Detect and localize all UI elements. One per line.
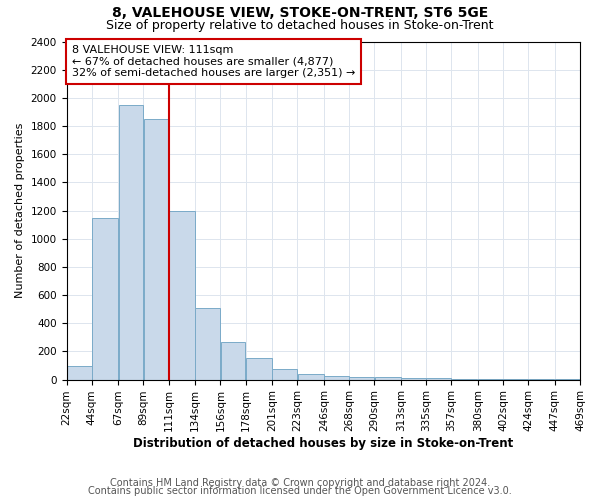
Bar [298, 374, 323, 380]
Text: Size of property relative to detached houses in Stoke-on-Trent: Size of property relative to detached ho… [106, 18, 494, 32]
Bar [67, 366, 92, 380]
Bar [503, 379, 528, 380]
Bar [196, 308, 220, 380]
Bar [246, 358, 272, 380]
Bar [427, 378, 451, 380]
Bar [349, 377, 374, 380]
Text: 8, VALEHOUSE VIEW, STOKE-ON-TRENT, ST6 5GE: 8, VALEHOUSE VIEW, STOKE-ON-TRENT, ST6 5… [112, 6, 488, 20]
X-axis label: Distribution of detached houses by size in Stoke-on-Trent: Distribution of detached houses by size … [133, 437, 514, 450]
Bar [401, 378, 426, 380]
Bar [119, 105, 143, 380]
Bar [221, 342, 245, 380]
Bar [272, 369, 297, 380]
Text: Contains HM Land Registry data © Crown copyright and database right 2024.: Contains HM Land Registry data © Crown c… [110, 478, 490, 488]
Bar [92, 218, 118, 380]
Bar [324, 376, 349, 380]
Y-axis label: Number of detached properties: Number of detached properties [15, 123, 25, 298]
Text: Contains public sector information licensed under the Open Government Licence v3: Contains public sector information licen… [88, 486, 512, 496]
Bar [452, 379, 478, 380]
Text: 8 VALEHOUSE VIEW: 111sqm
← 67% of detached houses are smaller (4,877)
32% of sem: 8 VALEHOUSE VIEW: 111sqm ← 67% of detach… [71, 45, 355, 78]
Bar [169, 210, 195, 380]
Bar [374, 378, 401, 380]
Bar [144, 119, 169, 380]
Bar [478, 379, 503, 380]
